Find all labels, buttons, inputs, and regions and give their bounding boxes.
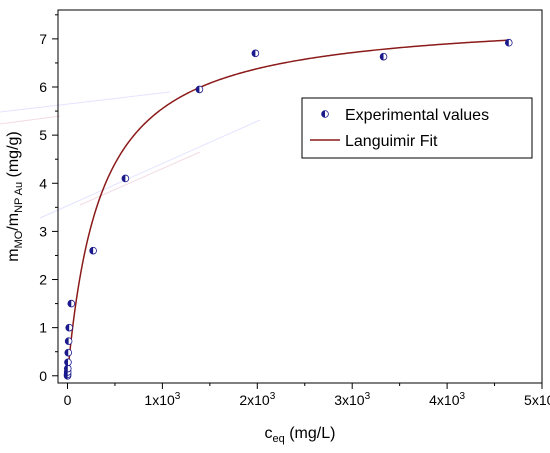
- data-point: [64, 348, 73, 357]
- y-tick-label: 6: [39, 79, 47, 95]
- y-axis-ticks: 0 1 2 3 4 5 6 7: [39, 14, 58, 384]
- legend-label-experimental: Experimental values: [345, 107, 489, 124]
- y-tick-label: 3: [39, 223, 47, 239]
- langmuir-fit-line: [66, 39, 509, 376]
- legend-label-fit: Languimir Fit: [345, 133, 438, 150]
- legend: Experimental values Languimir Fit: [301, 97, 533, 159]
- plot-area: [57, 9, 543, 384]
- x-axis-title: ceq (mg/L): [265, 425, 336, 445]
- y-tick-label: 0: [39, 368, 47, 384]
- data-point: [89, 246, 97, 255]
- scatter-points: [63, 38, 513, 380]
- data-point: [63, 364, 72, 373]
- y-tick-label: 7: [39, 31, 47, 47]
- data-point: [195, 85, 204, 94]
- data-point: [251, 49, 260, 58]
- x-tick-label: 1x103: [144, 391, 180, 408]
- legend-marker-symbol: [321, 110, 329, 118]
- fit-layer: [66, 39, 509, 376]
- x-tick-label: 0: [64, 392, 72, 408]
- background-artifacts: [0, 91, 261, 219]
- data-point: [65, 323, 73, 332]
- x-tick-label: 4x103: [429, 391, 465, 408]
- y-tick-label: 1: [39, 320, 47, 336]
- x-tick-label: 5x103: [524, 391, 550, 408]
- data-point: [64, 358, 72, 367]
- data-point: [504, 38, 513, 47]
- data-point: [121, 174, 130, 183]
- data-point: [64, 337, 73, 345]
- y-tick-label: 2: [39, 272, 47, 288]
- y-tick-label: 4: [39, 175, 47, 191]
- legend-marker-experimental: [321, 110, 329, 118]
- x-tick-label: 3x103: [334, 391, 370, 408]
- x-tick-label: 2x103: [239, 391, 275, 408]
- data-point: [379, 52, 388, 61]
- x-axis-ticks: 0 1x103 2x103 3x103 4x103 5x103: [64, 383, 550, 408]
- y-tick-label: 5: [39, 127, 47, 143]
- legend-box: [301, 97, 533, 159]
- y-axis-title: mMO/mNP Au (mg/g): [5, 131, 25, 262]
- data-point: [67, 299, 76, 308]
